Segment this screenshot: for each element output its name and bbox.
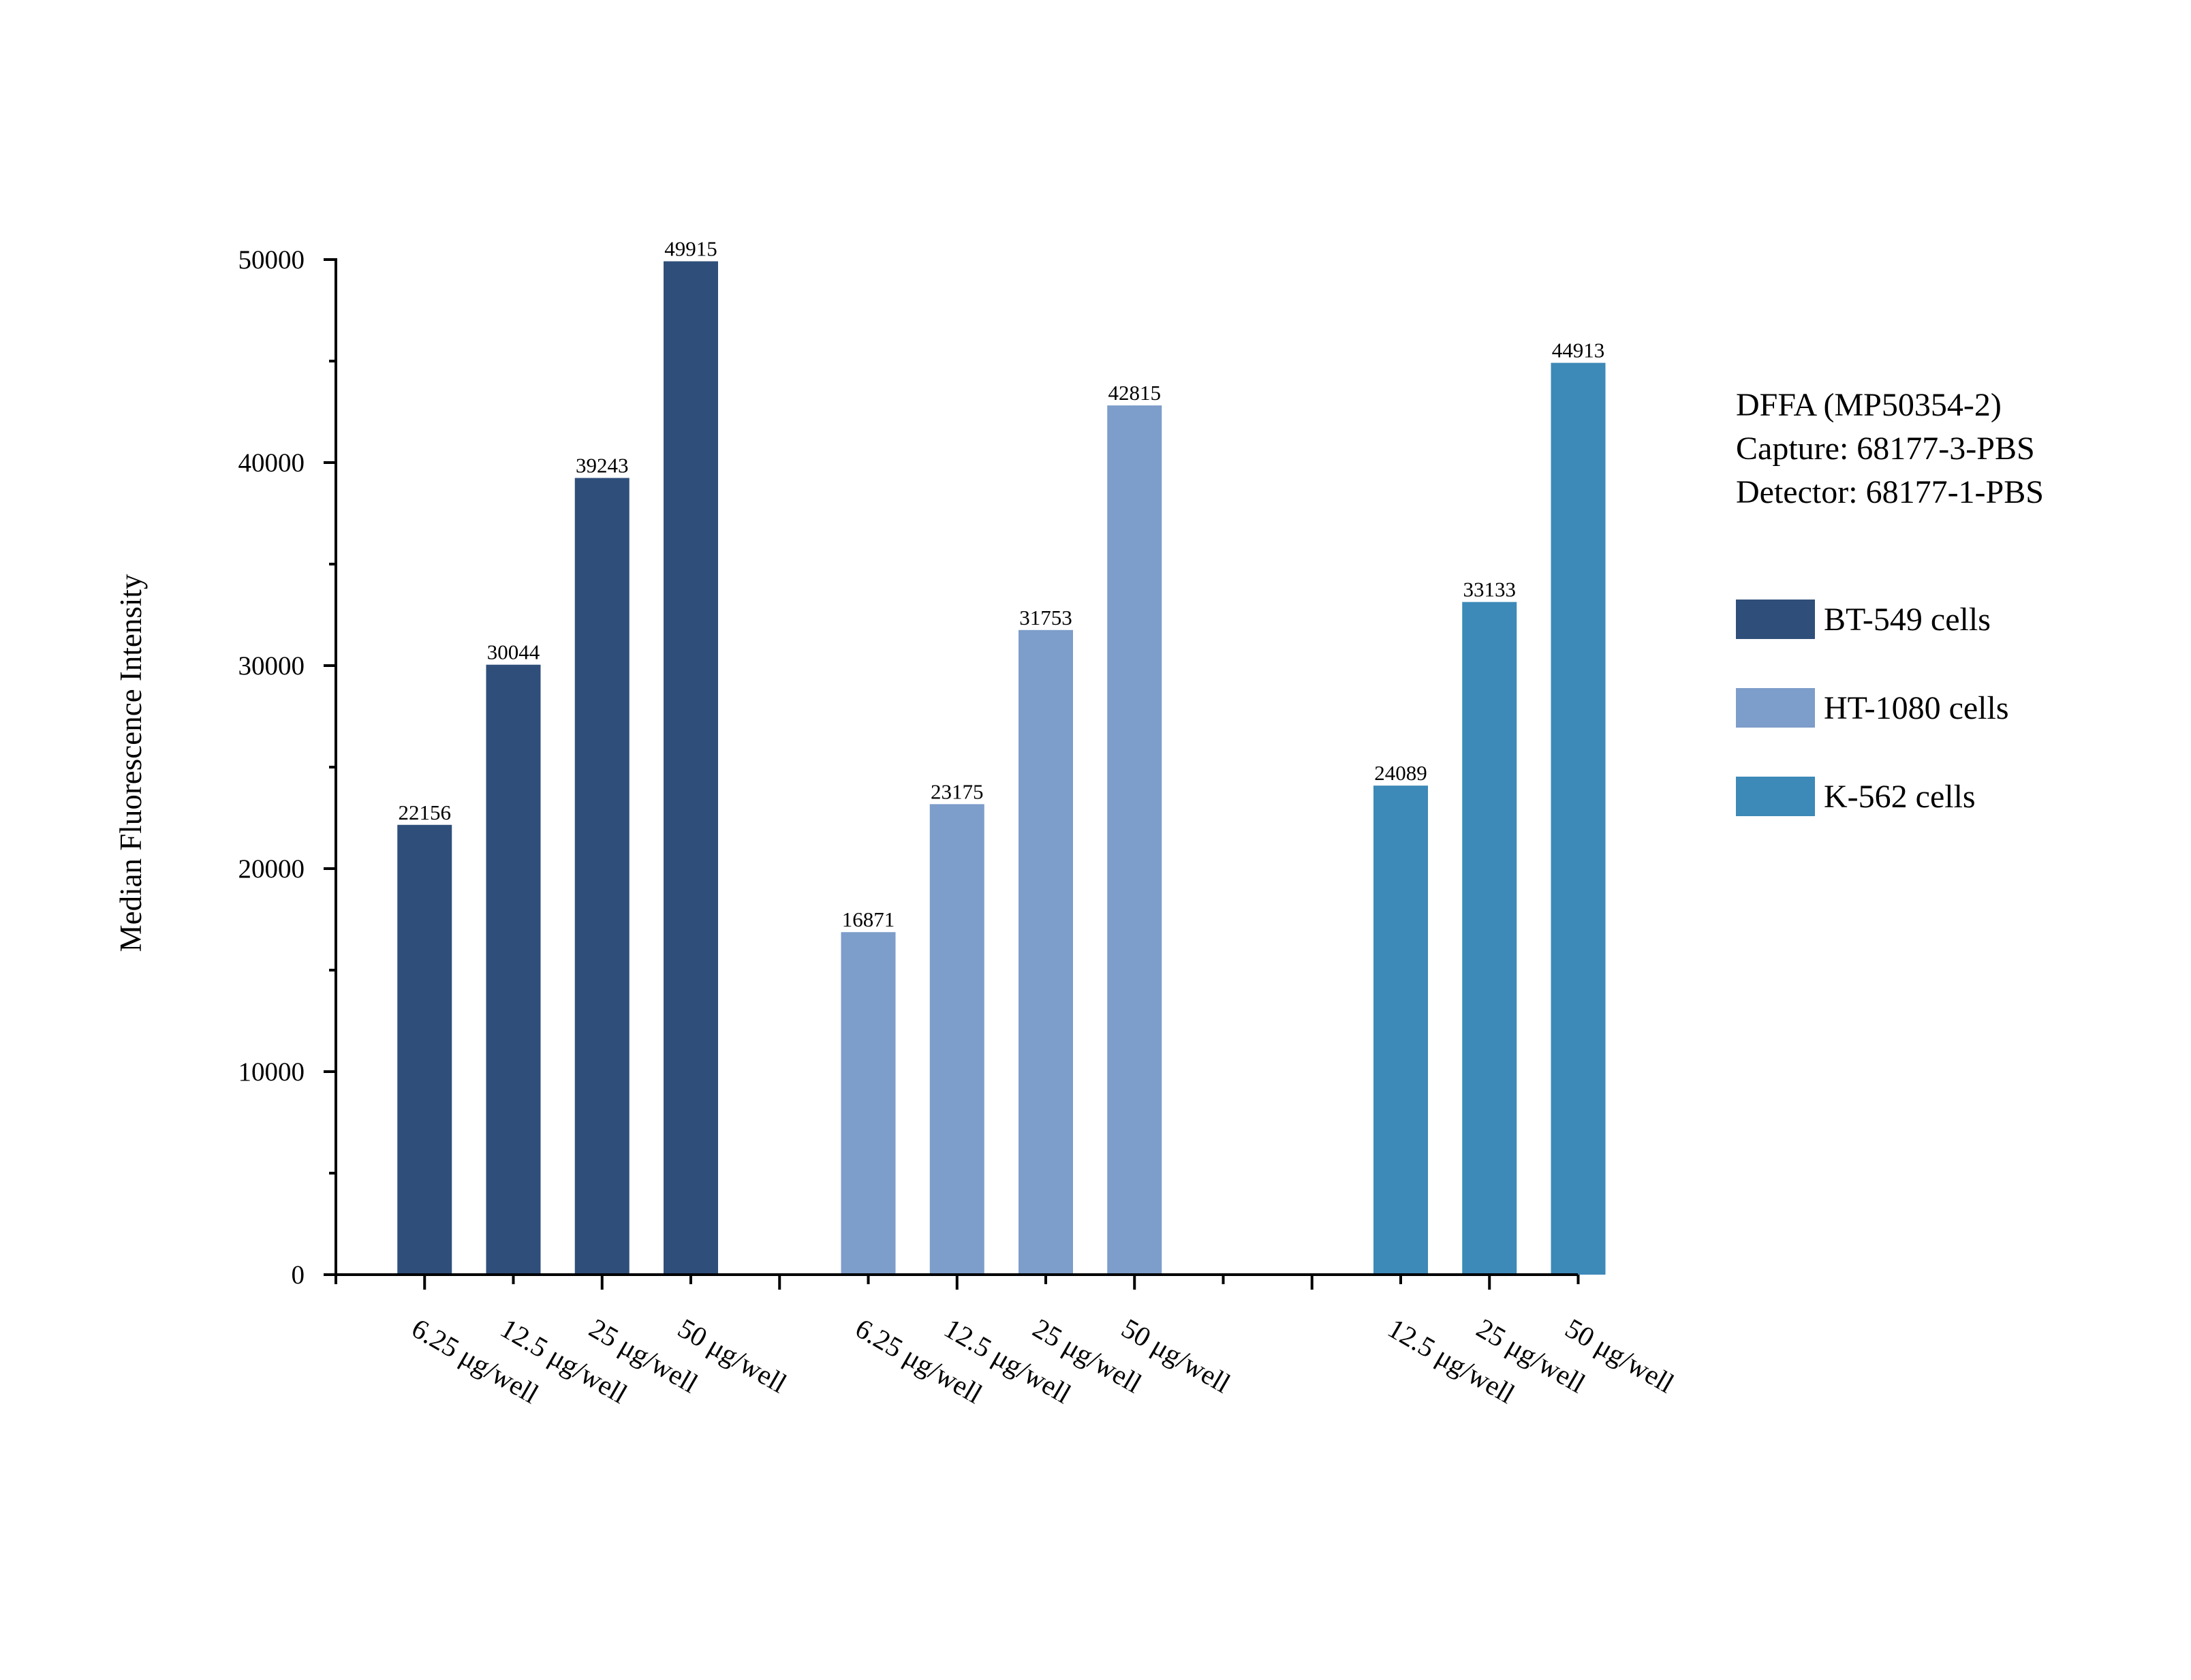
bar (1462, 602, 1517, 1275)
data-label: 23175 (931, 779, 984, 803)
bars-layer (397, 261, 1606, 1275)
data-label: 24089 (1374, 761, 1427, 785)
legend-swatch (1736, 600, 1815, 639)
legend-label: BT-549 cells (1824, 602, 1991, 638)
bar (1019, 629, 1073, 1275)
bar (486, 664, 541, 1275)
legend-swatch (1736, 688, 1815, 728)
info-line: DFFA (MP50354-2) (1736, 387, 2002, 423)
y-tick-label: 20000 (238, 854, 305, 884)
y-axis-title: Median Fluorescence Intensity (114, 574, 148, 952)
data-label: 31753 (1019, 606, 1072, 629)
legend: BT-549 cells HT-1080 cells K-562 cells (1736, 600, 2009, 816)
chart-info-block: DFFA (MP50354-2) Capture: 68177-3-PBS Dete… (1736, 387, 2044, 510)
y-tick-label: 0 (292, 1260, 305, 1290)
data-label: 49915 (664, 237, 717, 261)
data-labels-layer: 22156 30044 39243 49915 16871 23175 31753 42815… (399, 237, 1605, 932)
legend-swatch (1736, 777, 1815, 816)
y-tick-label: 40000 (238, 448, 305, 478)
data-label: 44913 (1552, 339, 1605, 362)
legend-label: HT-1080 cells (1824, 690, 2009, 726)
bar (929, 804, 984, 1275)
info-line: Capture: 68177-3-PBS (1736, 431, 2035, 467)
legend-label: K-562 cells (1824, 779, 1976, 815)
data-label: 16871 (842, 907, 895, 931)
info-line: Detector: 68177-1-PBS (1736, 474, 2044, 510)
bar (1107, 405, 1162, 1275)
data-label: 22156 (399, 800, 452, 824)
data-label: 42815 (1108, 381, 1162, 405)
data-label: 33133 (1463, 578, 1517, 602)
bar (841, 932, 896, 1275)
bar (1551, 362, 1606, 1275)
bar (664, 261, 718, 1275)
y-tick-label: 30000 (238, 651, 305, 681)
data-label: 30044 (487, 640, 540, 664)
y-tick-label: 50000 (238, 245, 305, 275)
axes-layer: 0 10000 20000 30000 40000 50000 (238, 245, 1580, 1290)
data-label: 39243 (576, 454, 629, 478)
bar (574, 478, 630, 1275)
bar (397, 824, 452, 1275)
y-tick-label: 10000 (238, 1057, 305, 1087)
bar (1373, 785, 1428, 1275)
